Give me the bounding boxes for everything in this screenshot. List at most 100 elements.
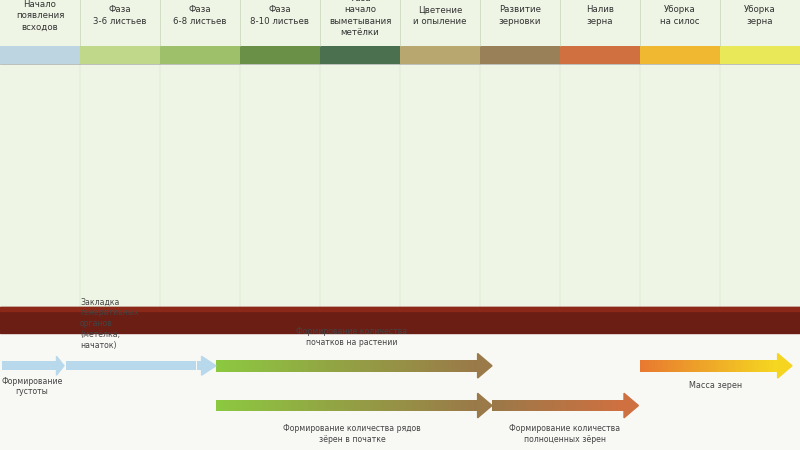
Bar <box>474 360 478 372</box>
Bar <box>69 361 70 370</box>
Bar <box>134 361 135 370</box>
Bar <box>294 400 298 411</box>
Bar <box>363 400 366 411</box>
Bar <box>118 361 120 370</box>
Bar <box>350 400 354 411</box>
Bar <box>415 360 418 372</box>
Bar <box>147 361 149 370</box>
Bar <box>74 361 76 370</box>
Bar <box>288 360 291 372</box>
Bar <box>239 360 242 372</box>
Bar <box>98 361 99 370</box>
Bar <box>448 400 451 411</box>
Bar <box>659 360 661 372</box>
Bar <box>562 400 563 411</box>
Bar <box>314 360 318 372</box>
Bar <box>538 400 540 411</box>
Bar <box>396 360 399 372</box>
Bar <box>686 360 688 372</box>
Bar <box>84 361 86 370</box>
Bar <box>676 360 678 372</box>
Text: Развитие
зерновки: Развитие зерновки <box>498 5 542 26</box>
Bar <box>171 361 173 370</box>
Bar <box>379 360 382 372</box>
Bar <box>551 400 553 411</box>
Bar <box>268 360 271 372</box>
Bar <box>661 360 662 372</box>
Bar <box>503 400 506 411</box>
Bar <box>70 361 72 370</box>
Bar <box>442 360 445 372</box>
Bar <box>494 400 495 411</box>
Bar <box>553 400 554 411</box>
Polygon shape <box>202 356 216 375</box>
Bar <box>232 400 236 411</box>
Bar <box>191 361 193 370</box>
Bar <box>716 360 718 372</box>
Bar <box>432 400 435 411</box>
Bar <box>740 360 742 372</box>
Bar <box>743 360 745 372</box>
Bar <box>622 400 624 411</box>
Bar <box>334 360 337 372</box>
Bar <box>137 361 138 370</box>
Bar <box>222 360 226 372</box>
Bar <box>125 361 127 370</box>
Bar <box>462 360 465 372</box>
Bar <box>294 360 298 372</box>
Bar <box>120 361 122 370</box>
Bar <box>168 361 170 370</box>
Bar <box>432 360 435 372</box>
Bar <box>275 360 278 372</box>
Bar <box>454 360 458 372</box>
Text: Фаза
8-10 листьев: Фаза 8-10 листьев <box>250 5 310 26</box>
Bar <box>613 400 614 411</box>
Bar <box>650 360 652 372</box>
Bar <box>200 361 202 370</box>
Bar <box>311 400 314 411</box>
Bar <box>773 360 774 372</box>
Bar <box>621 400 622 411</box>
Text: Фаза
6-8 листьев: Фаза 6-8 листьев <box>174 5 226 26</box>
Bar <box>102 361 103 370</box>
Bar <box>340 360 343 372</box>
Bar <box>418 360 422 372</box>
Bar <box>666 360 667 372</box>
Bar <box>706 360 707 372</box>
Bar <box>707 360 709 372</box>
Bar <box>93 361 94 370</box>
Bar <box>738 360 740 372</box>
Bar <box>480 46 560 64</box>
Bar <box>767 360 769 372</box>
Bar <box>726 360 728 372</box>
Bar <box>154 361 156 370</box>
Bar <box>546 400 548 411</box>
Bar <box>82 361 84 370</box>
Bar <box>722 360 724 372</box>
Bar <box>645 360 647 372</box>
Bar <box>72 361 74 370</box>
Bar <box>0 333 800 450</box>
Bar <box>265 400 268 411</box>
Bar <box>186 361 188 370</box>
Bar <box>301 360 304 372</box>
Bar <box>115 361 117 370</box>
Bar <box>709 360 710 372</box>
Bar <box>150 361 152 370</box>
Bar <box>720 46 800 64</box>
Bar <box>158 361 159 370</box>
Bar <box>442 400 445 411</box>
Bar <box>535 400 537 411</box>
Text: Налив
зерна: Налив зерна <box>586 5 614 26</box>
Bar <box>745 360 746 372</box>
Bar <box>640 46 720 64</box>
Bar <box>757 360 758 372</box>
Bar <box>222 400 226 411</box>
Bar <box>396 400 399 411</box>
Text: Формирование количества
полноценных зёрен: Формирование количества полноценных зёре… <box>510 424 620 444</box>
Bar <box>525 400 526 411</box>
Bar <box>334 400 337 411</box>
Bar <box>80 46 160 64</box>
Bar <box>721 360 722 372</box>
Bar <box>76 361 78 370</box>
